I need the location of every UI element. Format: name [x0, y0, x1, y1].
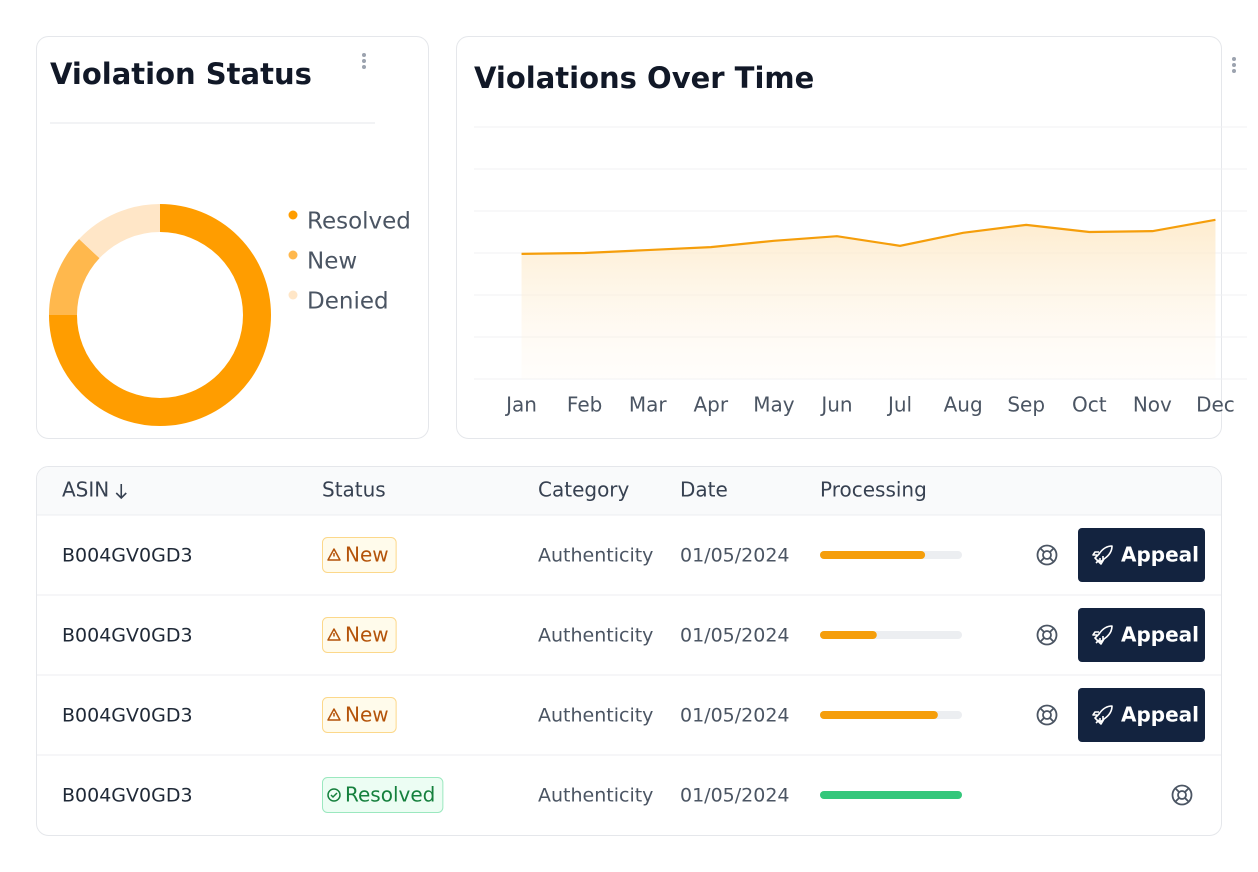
help-spokes — [1174, 787, 1190, 803]
x-tick-label: Jan — [504, 393, 537, 417]
help-spokes — [1039, 707, 1055, 723]
menu-icon[interactable] — [1232, 57, 1236, 73]
donut-segment — [49, 239, 100, 316]
line — [521, 218, 1216, 255]
row-dividers — [37, 514, 1221, 756]
help-icon[interactable] — [1036, 544, 1058, 566]
help-ring — [1171, 784, 1193, 806]
asin: B004GV0GD3 — [62, 785, 193, 807]
status-label: Resolved — [345, 783, 435, 807]
button-bg — [1078, 608, 1205, 662]
date: 01/05/2024 — [680, 625, 790, 647]
button-label: Appeal — [1121, 703, 1199, 727]
donut-segment — [79, 204, 161, 259]
check-icon — [327, 788, 341, 802]
status-badge: New — [322, 617, 397, 653]
x-tick-label: Oct — [1072, 393, 1107, 417]
help-ring — [1036, 624, 1058, 646]
x-tick-label: Sep — [1007, 393, 1045, 417]
x-tick-label: Aug — [944, 393, 983, 417]
help-spokes — [1039, 547, 1055, 563]
category: Authenticity — [538, 625, 653, 647]
legend-dot — [288, 250, 298, 260]
help-core — [1042, 710, 1052, 720]
progress-bar — [820, 551, 926, 559]
status-badge: New — [322, 537, 397, 573]
legend-label: New — [307, 249, 357, 275]
legend-dot — [288, 210, 298, 220]
x-tick-label: May — [753, 393, 795, 417]
asin: B004GV0GD3 — [62, 625, 193, 647]
badge-bg — [322, 617, 397, 653]
help-icon[interactable] — [1036, 704, 1058, 726]
help-ring — [1036, 704, 1058, 726]
button-bg — [1078, 688, 1205, 742]
date: 01/05/2024 — [680, 545, 790, 567]
warning-icon — [327, 708, 341, 721]
column-header: ASIN — [62, 478, 109, 502]
badge-bg — [322, 777, 444, 813]
progress-bar — [820, 711, 938, 719]
help-core — [1042, 630, 1052, 640]
help-icon[interactable] — [1171, 784, 1193, 806]
button-label: Appeal — [1121, 623, 1199, 647]
x-tick-label: Jul — [886, 393, 912, 417]
x-tick-label: Nov — [1133, 393, 1172, 417]
legend-dot — [288, 290, 298, 300]
asin: B004GV0GD3 — [62, 705, 193, 727]
help-core — [1042, 550, 1052, 560]
rocket-icon — [1092, 705, 1113, 725]
column-header: Category — [538, 478, 630, 502]
x-tick-label: Dec — [1196, 393, 1235, 417]
column-header: Status — [322, 478, 386, 502]
category: Authenticity — [538, 705, 653, 727]
asin: B004GV0GD3 — [62, 545, 193, 567]
column-header: Processing — [820, 478, 927, 502]
status-label: New — [345, 543, 389, 567]
column-header: Date — [680, 478, 728, 502]
date: 01/05/2024 — [680, 705, 790, 727]
help-core — [1177, 790, 1187, 800]
x-tick-label: Mar — [629, 393, 668, 417]
button-label: Appeal — [1121, 543, 1199, 567]
donut-segment — [49, 204, 271, 426]
sort-icon[interactable] — [115, 484, 127, 500]
warning-icon — [327, 628, 341, 641]
appeal-button[interactable]: Appeal — [1078, 608, 1205, 662]
badge-bg — [322, 537, 397, 573]
chart-title: Violation Status — [50, 57, 312, 91]
menu-icon[interactable] — [362, 53, 366, 69]
x-tick-label: Feb — [567, 393, 602, 417]
table-card — [36, 466, 1222, 836]
appeal-button[interactable]: Appeal — [1078, 528, 1205, 582]
legend-label: Denied — [307, 289, 389, 315]
help-spokes — [1039, 627, 1055, 643]
progress-bar — [820, 631, 877, 639]
status-badge: Resolved — [322, 777, 444, 813]
help-icon[interactable] — [1036, 624, 1058, 646]
status-label: New — [345, 623, 389, 647]
button-bg — [1078, 528, 1205, 582]
table-header — [37, 467, 1221, 515]
chart-title: Violations Over Time — [474, 61, 814, 95]
warning-icon — [327, 548, 341, 561]
category: Authenticity — [538, 785, 653, 807]
help-ring — [1036, 544, 1058, 566]
x-tick-label: Jun — [819, 393, 852, 417]
area — [521, 219, 1216, 379]
category: Authenticity — [538, 545, 653, 567]
progress-bar — [820, 791, 962, 799]
badge-bg — [322, 697, 397, 733]
rocket-icon — [1092, 545, 1113, 565]
appeal-button[interactable]: Appeal — [1078, 688, 1205, 742]
status-label: New — [345, 703, 389, 727]
legend-label: Resolved — [307, 209, 411, 235]
date: 01/05/2024 — [680, 785, 790, 807]
rocket-icon — [1092, 625, 1113, 645]
x-tick-label: Apr — [693, 393, 728, 417]
status-badge: New — [322, 697, 397, 733]
